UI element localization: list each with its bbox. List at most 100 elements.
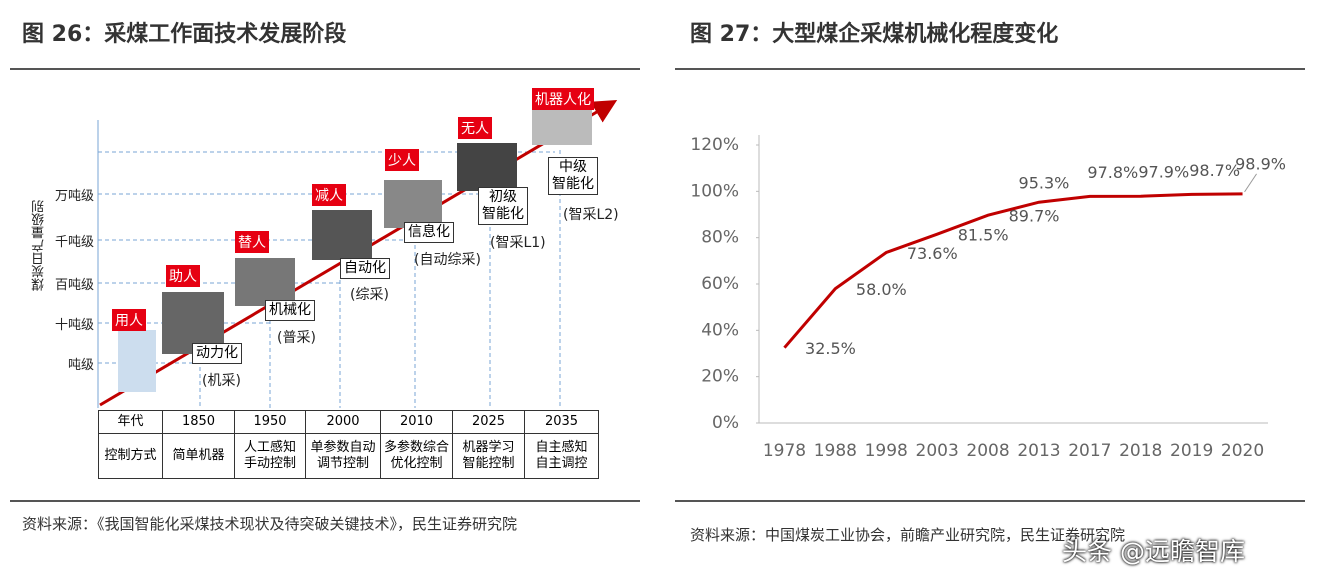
table-cell: 2035 <box>524 410 599 434</box>
x-tick-label: 2020 <box>1221 441 1264 461</box>
level-label: 百吨级 <box>54 278 94 293</box>
stage-box: 信息化 <box>404 222 454 243</box>
x-tick-label: 2019 <box>1170 441 1213 461</box>
table-cell: 单参数自动 调节控制 <box>305 433 381 479</box>
stage-name: 智能化 <box>552 176 594 192</box>
rule <box>10 68 640 70</box>
table-cell: 2000 <box>305 410 381 434</box>
stage-name: 自动化 <box>344 260 386 276</box>
diagram-labels: 煤炭日产量级别 万吨级 千吨级 百吨级 十吨级 吨级 用人 助人 替人 减人 少人 无人 机器人化 动力化… <box>0 0 640 490</box>
line <box>783 192 1243 349</box>
stage-box: 初级 智能化 <box>478 187 528 225</box>
cell-line: 2035 <box>544 414 579 429</box>
source: 资料来源：中国煤炭工业协会，前瞻产业研究院，民生证券研究院 <box>690 526 1126 544</box>
x-tick-label: 2003 <box>916 441 959 461</box>
watermark: 头条 @远瞻智库 <box>1062 537 1245 566</box>
cell-line: 人工感知 <box>243 440 296 455</box>
stage-tag: 助人 <box>166 265 200 287</box>
rule <box>10 500 640 502</box>
cell-line: 控制方式 <box>104 448 157 463</box>
cell-line: 2010 <box>399 414 434 429</box>
x-tick-label: 2013 <box>1017 441 1060 461</box>
data-label: 73.6% <box>907 244 958 263</box>
y-tick-label: 40% <box>701 320 739 340</box>
leader-line <box>1244 173 1257 193</box>
rule <box>675 500 1305 502</box>
data-label: 97.8% <box>1087 163 1138 182</box>
table-cell: 机器学习 智能控制 <box>452 433 525 479</box>
x-tick-label: 2017 <box>1068 441 1111 461</box>
data-label: 81.5% <box>958 226 1009 245</box>
chart: 0% 20% 40% 60% 80% 100% 120% 1978 32.5% 1988 58.0%… <box>690 135 1286 461</box>
stage-tag: 少人 <box>385 149 419 171</box>
cell-line: 年代 <box>117 414 144 429</box>
stage-tag: 机器人化 <box>532 88 594 110</box>
cell-line: 简单机器 <box>172 448 225 463</box>
table-cell: 2010 <box>380 410 453 434</box>
diagram <box>97 99 618 408</box>
rule <box>675 68 1305 70</box>
table-cell: 1950 <box>234 410 306 434</box>
stage-tag: 无人 <box>458 117 492 139</box>
x-tick-label: 2008 <box>966 441 1009 461</box>
stage-mode: (自动综采) <box>414 252 481 268</box>
stage-tag: 减人 <box>312 184 346 206</box>
x-tick-label: 1988 <box>814 441 857 461</box>
cell-line: 智能控制 <box>462 456 515 471</box>
stage-name: 信息化 <box>408 224 450 240</box>
level-label: 吨级 <box>67 358 94 373</box>
stage-mode: (机采) <box>202 373 241 389</box>
data-label: 58.0% <box>856 280 907 299</box>
figure-title: 图 26：采煤工作面技术发展阶段 <box>22 22 347 47</box>
level-label: 十吨级 <box>54 318 94 333</box>
stage-name: 机械化 <box>269 302 311 318</box>
table-cell: 多参数综合 优化控制 <box>380 433 453 479</box>
stage-box: 自动化 <box>340 258 390 279</box>
table-cell: 控制方式 <box>98 433 163 479</box>
data-label: 98.7% <box>1189 161 1240 180</box>
cell-line: 2025 <box>471 414 506 429</box>
level-label: 万吨级 <box>54 189 94 204</box>
cell-line: 机器学习 <box>462 440 515 455</box>
cell-line: 1950 <box>253 414 287 429</box>
stage-mode: (综采) <box>350 287 389 303</box>
level-label: 千吨级 <box>54 235 94 250</box>
cell-line: 优化控制 <box>390 456 443 471</box>
y-tick-label: 80% <box>701 228 739 248</box>
data-label: 32.5% <box>805 339 856 358</box>
y-tick-label: 60% <box>701 274 739 294</box>
x-tick-label: 2018 <box>1119 441 1162 461</box>
data-label: 89.7% <box>1009 207 1060 226</box>
cell-line: 手动控制 <box>243 456 296 471</box>
table-cell: 1850 <box>162 410 235 434</box>
y-tick-label: 0% <box>712 413 739 433</box>
stage-box: 机械化 <box>265 300 315 321</box>
stage-name: 智能化 <box>482 206 524 222</box>
stage-box: 动力化 <box>192 343 242 364</box>
source: 资料来源：《我国智能化采煤技术现状及待突破关键技术》，民生证券研究院 <box>22 515 518 533</box>
data-label: 97.9% <box>1138 163 1189 182</box>
stage-mode: (智采L2) <box>563 207 619 223</box>
x-tick-label: 1978 <box>763 441 806 461</box>
table-cell: 人工感知 手动控制 <box>234 433 306 479</box>
stage-name: 动力化 <box>196 345 238 361</box>
y-tick-label: 100% <box>690 181 739 201</box>
x-tick-label: 1998 <box>865 441 908 461</box>
stage-mode: (普采) <box>277 330 316 346</box>
cell-line: 1850 <box>181 414 216 429</box>
table-cell: 年代 <box>98 410 163 434</box>
cell-line: 自主调控 <box>535 456 588 471</box>
y-tick-label: 20% <box>701 367 739 387</box>
cell-line: 自主感知 <box>535 440 588 455</box>
stage-mode: (智采L1) <box>490 235 546 251</box>
stage-name: 中级 <box>559 159 587 175</box>
table-cell: 2025 <box>452 410 525 434</box>
stage-tag: 用人 <box>112 309 146 331</box>
data-label: 98.9% <box>1235 154 1286 173</box>
cell-line: 调节控制 <box>316 456 369 471</box>
cell-line: 2000 <box>326 414 360 429</box>
data-label: 95.3% <box>1019 174 1070 193</box>
stage-name: 初级 <box>489 189 517 205</box>
stage-tag: 替人 <box>235 231 269 253</box>
